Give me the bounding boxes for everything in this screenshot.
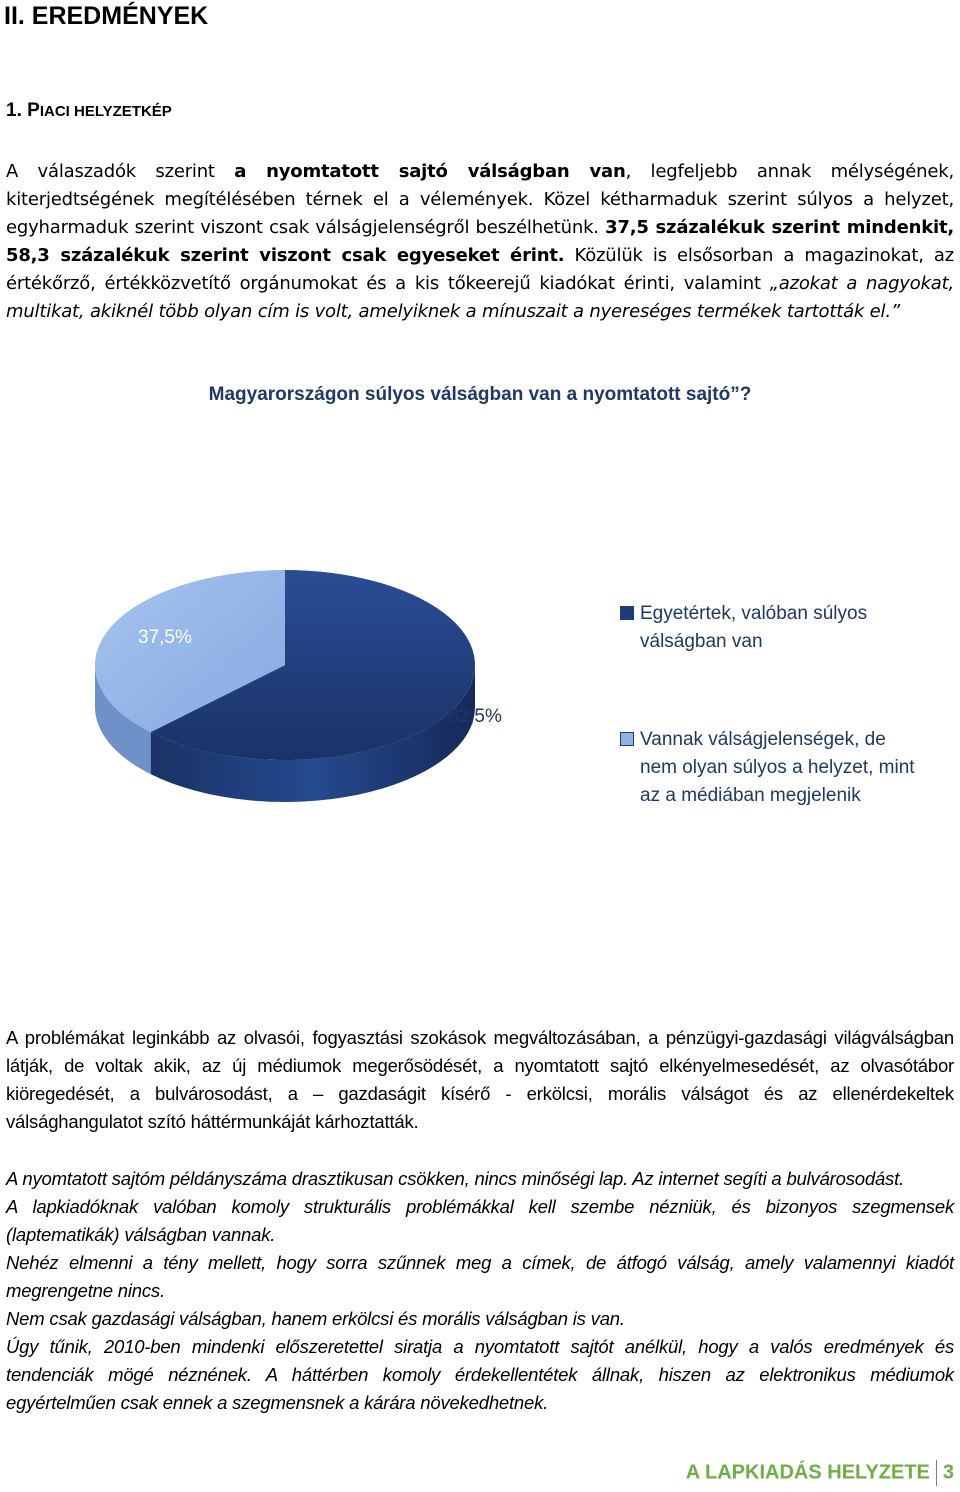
problems-paragraph: A problémákat leginkább az olvasói, fogy… [6,1027,954,1132]
subsection-heading: 1. PIACI HELYZETKÉP [6,100,172,122]
legend-label: Vannak válságjelenségek, de nem olyan sú… [640,729,915,806]
text-run: A válaszadók szerint [6,161,235,182]
pie-side-light [95,665,151,775]
legend-swatch-light [620,732,634,746]
legend-swatch-dark [620,606,634,620]
footer-title: A LAPKIADÁS HELYZETE [685,1461,930,1484]
page-footer: A LAPKIADÁS HELYZETE 3 [686,1460,954,1486]
pie-label-light: 37,5% [138,627,192,648]
quote-2: A lapkiadóknak valóban komoly strukturál… [6,1196,954,1245]
chart-title: Magyarországon súlyos válságban van a ny… [208,384,752,405]
italic-quote: „azokat a nagyokat, multikat, akiknél tö… [6,273,955,322]
quote-3: Nehéz elmenni a tény mellett, hogy sorra… [6,1252,954,1301]
quote-4: Nem csak gazdasági válságban, hanem erkö… [6,1308,625,1329]
quote-5: Úgy tűnik, 2010-ben mindenki előszeretet… [6,1336,954,1413]
pie-label-dark: 62,5% [448,706,502,727]
quotes-block: A nyomtatott sajtóm példányszáma draszti… [6,1165,954,1417]
bold-run: a nyomtatott sajtó válságban van [234,161,626,182]
pie-slice-agree [150,570,475,760]
intro-paragraph: A válaszadók szerint a nyomtatott sajtó … [6,158,954,326]
text-run: , legfeljebb annak mélységének, kiterjed… [6,161,955,238]
pie-slice-symptoms [95,570,286,733]
subsection-number: 1. P [6,100,40,121]
legend-label: Egyetértek, valóban súlyos válságban van [640,603,868,652]
pie-chart: 37,5% 62,5% [95,570,502,802]
footer-separator [935,1460,937,1486]
text-run: Közülük is elsősorban a magazinokat, az … [6,245,954,294]
quote-1: A nyomtatott sajtóm példányszáma draszti… [6,1168,904,1189]
bold-run: 37,5 százalékuk szerint mindenkit, 58,3 … [6,217,954,266]
pie-side-dark [150,665,475,802]
subsection-title: IACI HELYZETKÉP [39,103,172,120]
page-number: 3 [942,1461,954,1484]
section-heading: II. EREDMÉNYEK [4,2,209,30]
